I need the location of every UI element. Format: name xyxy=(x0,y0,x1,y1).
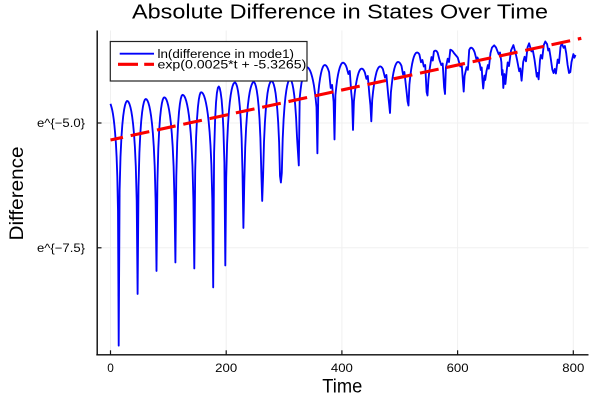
svg-text:800: 800 xyxy=(562,361,584,375)
svg-text:Difference: Difference xyxy=(7,147,28,241)
svg-text:e^{−5.0}: e^{−5.0} xyxy=(37,116,85,130)
svg-text:e^{−7.5}: e^{−7.5} xyxy=(37,241,85,255)
svg-text:0: 0 xyxy=(107,361,114,375)
svg-text:600: 600 xyxy=(447,361,469,375)
svg-text:ln(difference in mode1): ln(difference in mode1) xyxy=(158,47,295,61)
svg-text:400: 400 xyxy=(331,361,353,375)
svg-text:Time: Time xyxy=(322,376,362,397)
svg-text:Absolute Difference in States: Absolute Difference in States Over Time xyxy=(132,2,548,24)
svg-text:exp(0.0025*t + -5.3265): exp(0.0025*t + -5.3265) xyxy=(158,58,307,72)
svg-text:200: 200 xyxy=(215,361,237,375)
